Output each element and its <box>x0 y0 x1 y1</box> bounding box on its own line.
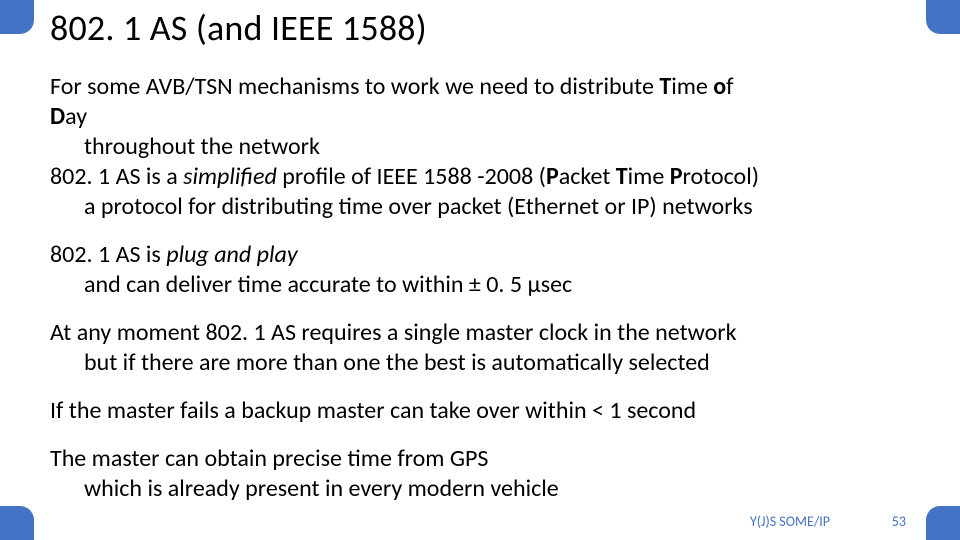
text: 802. 1 AS is <box>50 240 166 269</box>
paragraph-3: At any moment 802. 1 AS requires a singl… <box>50 318 910 378</box>
text: If the master fails a backup master can … <box>50 396 696 425</box>
slide-title: 802. 1 AS (and IEEE 1588) <box>50 6 910 50</box>
paragraph-1: For some AVB/TSN mechanisms to work we n… <box>50 72 910 222</box>
text: The master can obtain precise time from … <box>50 444 488 473</box>
text: acket <box>559 162 616 191</box>
paragraph-2: 802. 1 AS is plug and play and can deliv… <box>50 240 910 300</box>
bold-letter: D <box>50 102 65 131</box>
text: 802. 1 AS is a <box>50 162 183 191</box>
indent-line: but if there are more than one the best … <box>50 348 910 378</box>
text: f <box>726 72 733 101</box>
text: ime <box>628 162 670 191</box>
indent-line: which is already present in every modern… <box>50 474 910 504</box>
footer-page-number: 53 <box>892 513 906 530</box>
text: At any moment 802. 1 AS requires a singl… <box>50 318 737 347</box>
bold-letter: P <box>670 162 683 191</box>
text: ime <box>671 72 713 101</box>
text: rotocol) <box>683 162 760 191</box>
paragraph-5: The master can obtain precise time from … <box>50 444 910 504</box>
indent-line: and can deliver time accurate to within … <box>50 270 910 300</box>
indent-line: a protocol for distributing time over pa… <box>50 192 910 222</box>
slide-body: For some AVB/TSN mechanisms to work we n… <box>50 72 910 504</box>
bold-letter: P <box>546 162 559 191</box>
bold-letter: T <box>616 162 628 191</box>
italic-text: simplified <box>183 162 277 191</box>
text: For some AVB/TSN mechanisms to work we n… <box>50 72 659 101</box>
slide-content: 802. 1 AS (and IEEE 1588) For some AVB/T… <box>0 0 960 540</box>
indent-line: throughout the network <box>50 132 910 162</box>
bold-letter: o <box>713 72 726 101</box>
bold-letter: T <box>659 72 671 101</box>
text: profile of IEEE 1588 -2008 ( <box>277 162 546 191</box>
italic-text: plug and play <box>166 240 297 269</box>
paragraph-4: If the master fails a backup master can … <box>50 396 910 426</box>
text: ay <box>65 102 87 131</box>
footer-label: Y(J)S SOME/IP <box>750 513 830 530</box>
